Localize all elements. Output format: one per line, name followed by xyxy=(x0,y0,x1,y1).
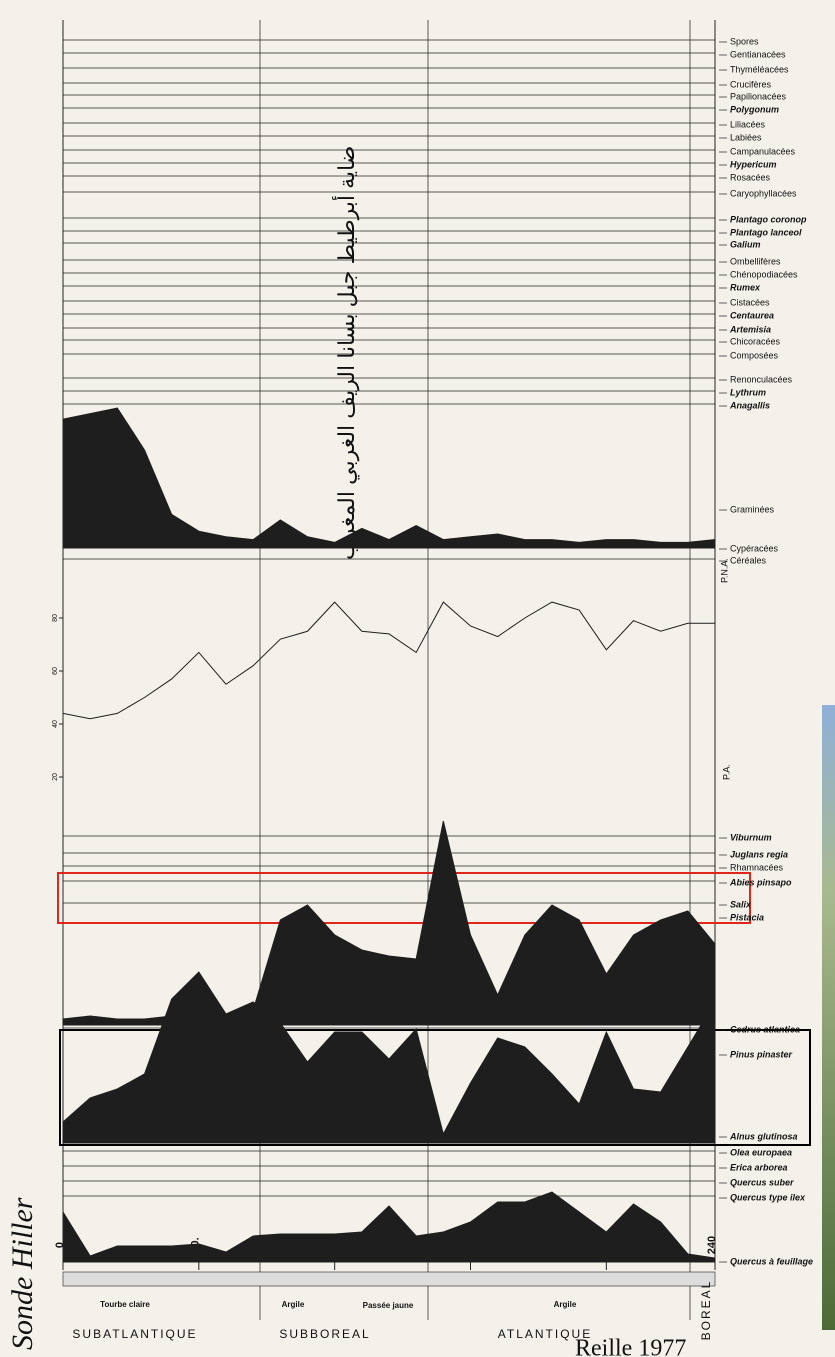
taxon-label: Gentianacées xyxy=(730,49,786,59)
sediment-band xyxy=(63,1272,715,1286)
zone-label: BOREAL xyxy=(699,1280,713,1341)
taxon-label: Crucifères xyxy=(730,79,772,89)
taxon-label: Centaurea xyxy=(730,310,774,320)
sediment-label: Tourbe claire xyxy=(100,1300,150,1309)
sediment-label: Passée jaune xyxy=(363,1301,414,1310)
paper xyxy=(0,0,835,1357)
taxon-label: Lythrum xyxy=(730,387,766,397)
taxon-label: Rhamnacées xyxy=(730,862,784,872)
taxon-label: Plantago coronop xyxy=(730,214,807,224)
taxon-label: Thyméléacées xyxy=(730,64,789,74)
taxon-label: Abies pinsapo xyxy=(729,877,792,887)
zone-label: SUBBOREAL xyxy=(279,1327,370,1341)
taxon-label: Labiées xyxy=(730,132,762,142)
y-tick-label: 60 xyxy=(52,667,59,675)
taxon-label: Composées xyxy=(730,350,779,360)
series-label: P.N.A. xyxy=(719,558,729,583)
taxon-label: Olea europaea xyxy=(730,1147,792,1157)
taxon-label: Quercus suber xyxy=(730,1177,794,1187)
taxon-label: Erica arborea xyxy=(730,1162,788,1172)
x-tick-label: 240 xyxy=(706,1236,718,1254)
taxon-label: Artemisia xyxy=(729,324,771,334)
taxon-label: Galium xyxy=(730,239,761,249)
taxon-label: Rumex xyxy=(730,282,761,292)
taxon-label: Rosacées xyxy=(730,172,771,182)
series-label: Pinus pinaster xyxy=(730,1049,793,1059)
y-tick-label: 40 xyxy=(52,720,59,728)
taxon-label: Chicoracées xyxy=(730,336,781,346)
taxon-label: Ombellifères xyxy=(730,256,781,266)
taxon-label: Plantago lanceol xyxy=(730,227,802,237)
taxon-label: Anagallis xyxy=(729,400,770,410)
y-tick-label: 20 xyxy=(52,773,59,781)
taxon-label: Liliacées xyxy=(730,119,766,129)
side-text: Sonde Hiller xyxy=(6,1197,39,1350)
series-label: Pistacia xyxy=(730,912,764,922)
taxon-label: Caryophyllacées xyxy=(730,188,797,198)
pa-label: P.A. xyxy=(721,764,731,780)
photo-strip xyxy=(822,705,835,1330)
zone-label: ATLANTIQUE xyxy=(498,1327,592,1341)
location: ضاية أبرطيط جبل بسانا الريف الغربي المغر… xyxy=(331,146,360,560)
sediment-label: Argile xyxy=(554,1300,577,1309)
taxon-label: Campanulacées xyxy=(730,146,796,156)
series-label: Graminées xyxy=(730,504,775,514)
taxon-label: Hypericum xyxy=(730,159,777,169)
taxon-label: Cypéracées xyxy=(730,543,779,553)
taxon-label: Renonculacées xyxy=(730,374,793,384)
taxon-label: Chénopodiacées xyxy=(730,269,798,279)
taxon-label: Polygonum xyxy=(730,104,779,114)
sediment-label: Argile xyxy=(282,1300,305,1309)
series-label: Quercus à feuillage xyxy=(730,1256,813,1266)
taxon-label: Salix xyxy=(730,899,752,909)
taxon-label: Cistacées xyxy=(730,297,770,307)
taxon-label: Juglans regia xyxy=(730,849,788,859)
taxon-label: Viburnum xyxy=(730,832,772,842)
y-tick-label: 80 xyxy=(52,614,59,622)
taxon-label: Alnus glutinosa xyxy=(729,1131,798,1141)
taxon-label: Quercus type ilex xyxy=(730,1192,806,1202)
pollen-diagram: P.A. Sonde Hiller ضاية أبرطيط جبل بسانا … xyxy=(0,0,835,1357)
zone-label: SUBATLANTIQUE xyxy=(72,1327,197,1341)
taxon-label: Cedrus atlantica xyxy=(730,1024,800,1034)
taxon-label: Spores xyxy=(730,36,759,46)
taxon-label: Papilionacées xyxy=(730,91,787,101)
taxon-label: Céréales xyxy=(730,555,767,565)
